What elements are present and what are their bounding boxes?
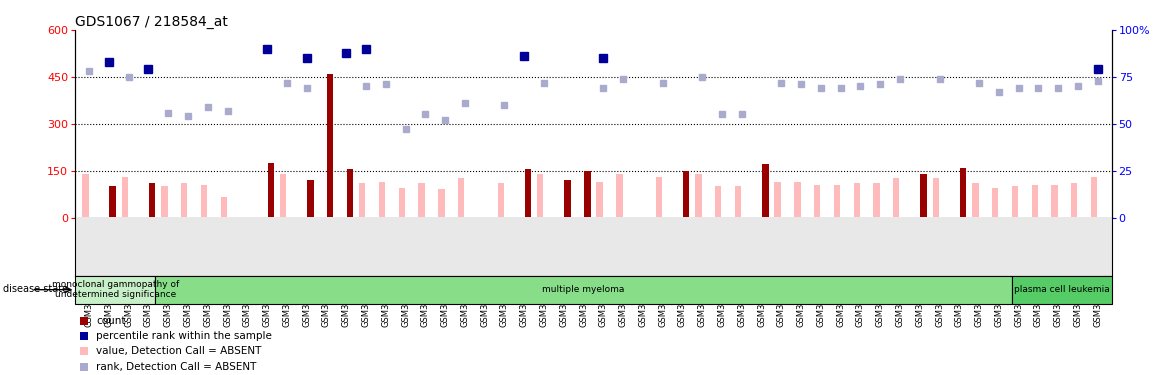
Bar [327,74,334,217]
Bar [921,174,926,217]
Bar [973,183,979,218]
Bar [1091,177,1098,218]
Bar [1071,183,1077,218]
Bar [814,185,820,218]
Bar [584,171,591,217]
Text: percentile rank within the sample: percentile rank within the sample [96,331,272,341]
Bar [853,183,860,218]
Text: multiple myeloma: multiple myeloma [542,285,624,294]
Bar [75,276,155,304]
Text: GDS1067 / 218584_at: GDS1067 / 218584_at [75,15,228,29]
Text: monoclonal gammopathy of
undetermined significance: monoclonal gammopathy of undetermined si… [51,280,178,299]
Bar [82,174,88,217]
Bar [110,186,116,218]
Bar [346,169,353,217]
Bar [893,178,900,218]
Bar [438,189,445,217]
Bar [873,183,880,218]
Bar [616,174,623,217]
Bar [794,182,800,218]
Bar [1032,185,1038,218]
Bar [1051,185,1057,218]
Bar [537,174,543,217]
Bar [149,183,155,218]
Bar [155,276,1012,304]
Bar [834,185,841,218]
Bar [1012,276,1112,304]
Bar [359,183,366,218]
Text: count: count [96,315,125,326]
Bar [564,180,571,218]
Text: value, Detection Call = ABSENT: value, Detection Call = ABSENT [96,346,262,357]
Bar [122,177,129,218]
Bar [280,174,286,217]
Bar [181,183,188,218]
Bar [379,182,386,218]
Bar [1012,186,1018,218]
Bar [200,185,207,218]
Text: rank, Detection Call = ABSENT: rank, Detection Call = ABSENT [96,362,256,372]
Bar [992,188,998,218]
Bar [221,197,227,217]
Bar [525,169,532,217]
Bar [596,182,603,218]
Bar [498,183,504,218]
Bar [307,180,314,218]
Text: plasma cell leukemia: plasma cell leukemia [1014,285,1109,294]
Bar [683,171,689,217]
Bar [398,188,405,218]
Bar [735,186,741,218]
Bar [762,164,769,218]
Text: disease state: disease state [3,285,68,294]
Bar [655,177,662,218]
Bar [695,174,702,217]
Bar [161,186,168,218]
Bar [716,186,721,218]
Bar [457,178,464,218]
Bar [775,182,780,218]
Bar [418,183,425,218]
Bar [267,163,274,218]
Bar [960,168,966,217]
Bar [932,178,939,218]
